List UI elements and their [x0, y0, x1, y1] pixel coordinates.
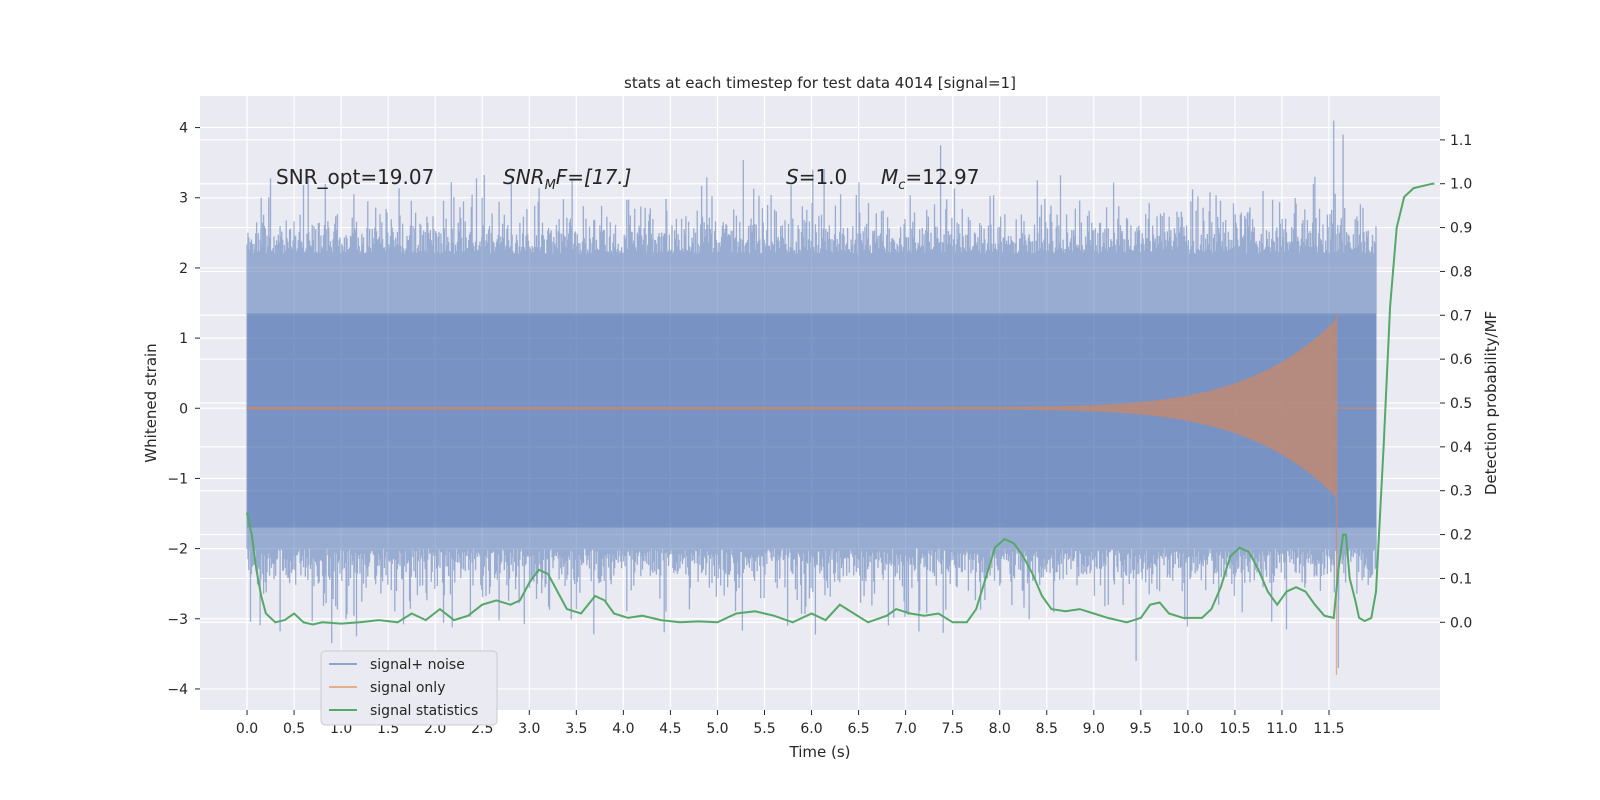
x-tick-label: 7.0 [894, 721, 916, 737]
annotation-s-value: =1.0 [799, 165, 848, 189]
y-right-tick-label: 0.9 [1450, 221, 1472, 237]
y-right-tick-label: 0.4 [1450, 440, 1472, 456]
x-tick-label: 11.5 [1313, 721, 1344, 737]
y-axis-left-label: Whitened strain [142, 343, 160, 462]
x-tick-label: 7.5 [942, 721, 964, 737]
legend-label-signal-plus-noise: signal+ noise [370, 657, 465, 673]
y-left-tick-label: −4 [167, 682, 188, 698]
x-tick-label: 6.5 [847, 721, 869, 737]
y-left-tick-label: 3 [179, 191, 188, 207]
x-tick-label: 3.0 [518, 721, 540, 737]
y-left-tick-label: 2 [179, 261, 188, 277]
legend-label-signal-statistics: signal statistics [370, 703, 478, 719]
annotation-snr-mf-symbol: SNR [503, 165, 545, 189]
x-tick-label: 5.0 [706, 721, 728, 737]
annotation-mc-subscript: c [898, 178, 905, 193]
x-tick-label: 9.5 [1130, 721, 1152, 737]
x-tick-label: 4.0 [612, 721, 634, 737]
y-right-tick-label: 0.5 [1450, 396, 1472, 412]
x-tick-label: 11.0 [1266, 721, 1297, 737]
y-right-tick-label: 0.0 [1450, 615, 1472, 631]
y-right-tick-label: 0.1 [1450, 571, 1472, 587]
annotation-mc: Mc=12.97 [881, 165, 979, 193]
y-right-tick-label: 0.7 [1450, 308, 1472, 324]
y-left-tick-label: 1 [179, 331, 188, 347]
y-right-tick-label: 0.2 [1450, 528, 1472, 544]
x-tick-label: 6.0 [800, 721, 822, 737]
y-left-tick-label: −2 [167, 542, 188, 558]
y-right-tick-label: 0.3 [1450, 484, 1472, 500]
y-right-tick-label: 0.6 [1450, 352, 1472, 368]
y-axis-right-label: Detection probability/MF [1482, 311, 1500, 495]
chart-title: stats at each timestep for test data 401… [624, 74, 1016, 92]
x-tick-label: 4.5 [659, 721, 681, 737]
x-tick-label: 8.0 [989, 721, 1011, 737]
x-tick-label: 9.0 [1083, 721, 1105, 737]
series-signal-statistics [246, 182, 1435, 626]
legend-label-signal-only: signal only [370, 680, 445, 696]
y-right-tick-label: 1.0 [1450, 177, 1472, 193]
legend: signal+ noise signal only signal statist… [320, 650, 498, 726]
y-right-tick-label: 1.1 [1450, 133, 1472, 149]
y-axis-left-ticks: 4 3 2 1 0 −1 −2 −3 −4 [167, 121, 200, 698]
y-left-tick-label: 4 [179, 121, 188, 137]
x-tick-label: 5.5 [753, 721, 775, 737]
annotation-snr-mf-value: F=[17.] [556, 165, 632, 189]
x-tick-label: 3.5 [565, 721, 587, 737]
y-axis-right-ticks: 1.1 1.0 0.9 0.8 0.7 0.6 0.5 0.4 0.3 0.2 0.1 0.0 [1440, 133, 1472, 631]
annotation-snr-opt: SNR_opt=19.07 [276, 165, 434, 189]
x-tick-label: 10.0 [1172, 721, 1203, 737]
annotation-snr-mf: SNRMF=[17.] [503, 165, 631, 193]
y-right-tick-label: 0.8 [1450, 264, 1472, 280]
annotation-mc-symbol: M [881, 165, 898, 189]
x-tick-label: 8.5 [1036, 721, 1058, 737]
annotation-mc-value: =12.97 [905, 165, 979, 189]
annotation-s: S=1.0 [786, 165, 847, 189]
series-signal-only [246, 313, 1376, 675]
x-axis-label: Time (s) [789, 743, 851, 761]
x-tick-label: 10.5 [1219, 721, 1250, 737]
legend-box [320, 650, 498, 726]
annotation-s-symbol: S [786, 165, 799, 189]
y-left-tick-label: −3 [167, 612, 188, 628]
signal-only-trace [246, 313, 1376, 675]
x-tick-label: 0.0 [236, 721, 258, 737]
x-axis-ticks: 0.0 0.5 1.0 1.5 2.0 2.5 3.0 3.5 4.0 4.5 5.0 5.5 6.0 6… [236, 710, 1345, 737]
y-left-tick-label: 0 [179, 401, 188, 417]
y-left-tick-label: −1 [167, 471, 188, 487]
annotation-snr-mf-subscript: M [545, 178, 556, 193]
x-tick-label: 0.5 [283, 721, 305, 737]
